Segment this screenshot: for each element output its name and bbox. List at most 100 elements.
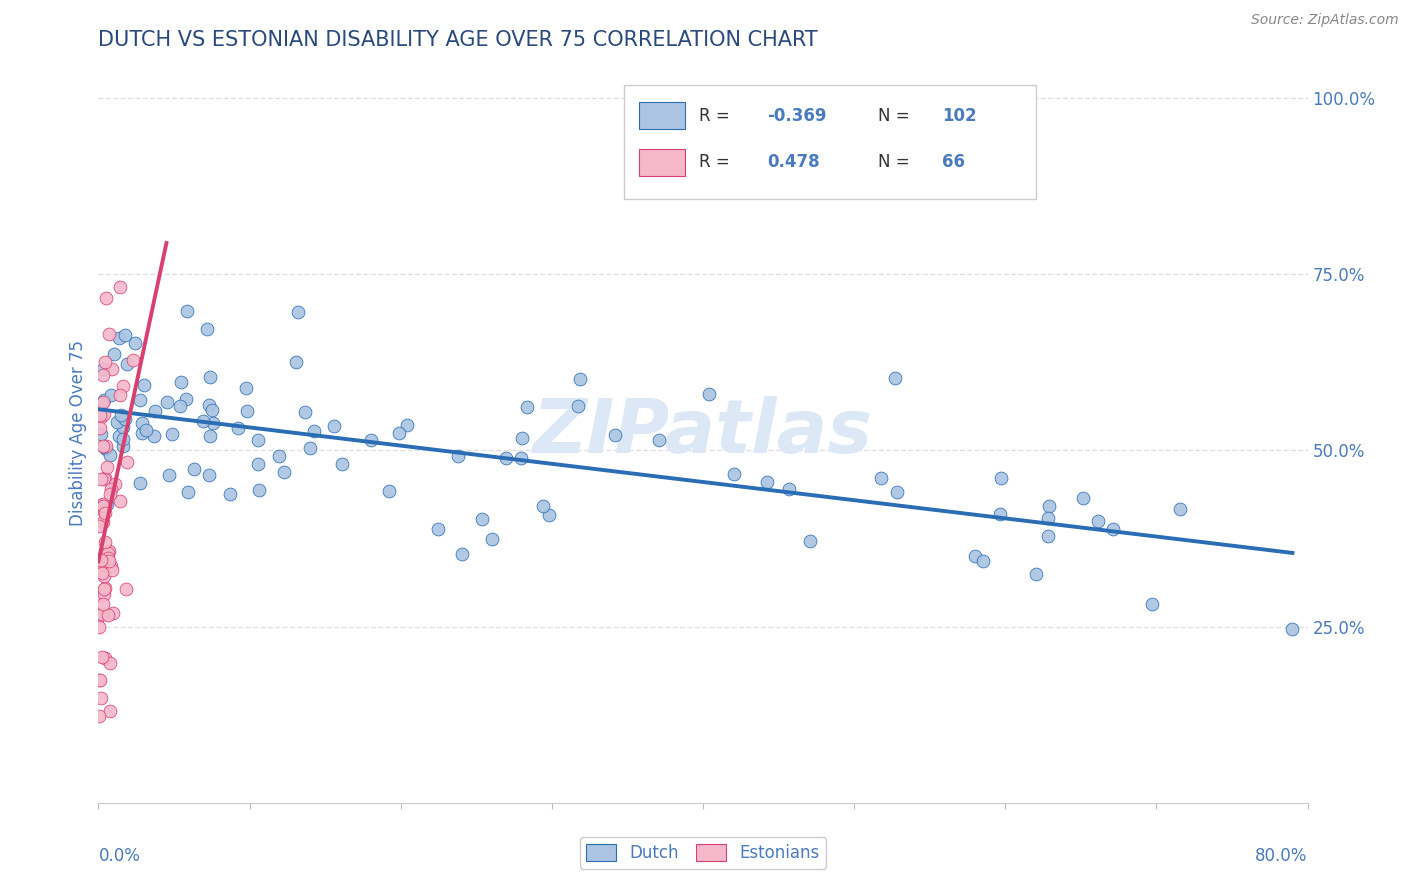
Point	[197, 467, 219, 482]
Point	[105, 415, 128, 429]
Point	[100, 558, 122, 573]
Point	[100, 387, 122, 401]
Point	[510, 431, 533, 445]
Point	[990, 471, 1012, 485]
Point	[91, 395, 114, 409]
Point	[567, 399, 589, 413]
Point	[509, 451, 531, 466]
Point	[90, 553, 112, 567]
Point	[93, 407, 115, 421]
Point	[90, 427, 112, 442]
Point	[191, 414, 214, 428]
Point	[176, 304, 198, 318]
Point	[169, 399, 191, 413]
Point	[1038, 500, 1060, 514]
Point	[388, 425, 411, 440]
Point	[236, 404, 259, 418]
Point	[90, 410, 112, 425]
Point	[117, 357, 139, 371]
Point	[200, 403, 222, 417]
Point	[886, 484, 908, 499]
Point	[1087, 515, 1109, 529]
Text: -0.369: -0.369	[768, 107, 827, 125]
Text: 0.0%: 0.0%	[98, 847, 141, 865]
Point	[91, 607, 114, 621]
Text: ZIPatlas: ZIPatlas	[533, 396, 873, 469]
Point	[218, 487, 240, 501]
Point	[91, 362, 114, 376]
Point	[569, 372, 592, 386]
Point	[91, 497, 114, 511]
Point	[93, 581, 115, 595]
Point	[1073, 491, 1095, 505]
Point	[90, 499, 112, 513]
Point	[108, 388, 131, 402]
Bar	[638, 103, 685, 129]
Text: N =: N =	[879, 107, 910, 125]
Point	[97, 326, 120, 341]
FancyBboxPatch shape	[624, 85, 1035, 200]
Point	[96, 459, 118, 474]
Point	[91, 499, 114, 513]
Point	[94, 506, 117, 520]
Point	[90, 690, 112, 705]
Point	[93, 504, 115, 518]
Point	[91, 516, 114, 530]
Point	[135, 423, 157, 437]
Point	[235, 381, 257, 395]
Point	[93, 440, 115, 454]
Point	[177, 484, 200, 499]
Point	[287, 305, 309, 319]
Point	[198, 428, 221, 442]
Point	[93, 582, 115, 597]
Point	[89, 673, 111, 687]
Point	[451, 547, 474, 561]
Point	[129, 393, 152, 408]
Point	[972, 554, 994, 568]
Point	[108, 331, 131, 345]
Point	[103, 346, 125, 360]
Point	[93, 568, 115, 582]
Point	[94, 558, 117, 572]
Point	[89, 620, 111, 634]
Point	[531, 500, 554, 514]
Point	[98, 486, 121, 500]
Point	[89, 421, 111, 435]
Text: 0.478: 0.478	[768, 153, 820, 171]
Point	[755, 475, 778, 489]
Text: N =: N =	[879, 153, 910, 171]
Point	[124, 336, 146, 351]
Text: DUTCH VS ESTONIAN DISABILITY AGE OVER 75 CORRELATION CHART: DUTCH VS ESTONIAN DISABILITY AGE OVER 75…	[98, 29, 818, 50]
Point	[90, 650, 112, 665]
Point	[93, 471, 115, 485]
Point	[884, 371, 907, 385]
Point	[515, 400, 537, 414]
Point	[94, 534, 117, 549]
Point	[395, 417, 418, 432]
Point	[94, 291, 117, 305]
Point	[112, 432, 135, 446]
Point	[115, 455, 138, 469]
Point	[97, 546, 120, 560]
Text: 66: 66	[942, 153, 966, 171]
Point	[1025, 567, 1047, 582]
Point	[90, 472, 112, 486]
Point	[603, 428, 626, 442]
Point	[322, 418, 344, 433]
Point	[143, 404, 166, 418]
Point	[1142, 598, 1164, 612]
Point	[96, 497, 118, 511]
Point	[990, 508, 1012, 522]
Point	[90, 551, 112, 566]
Point	[131, 425, 153, 440]
Point	[1102, 522, 1125, 536]
Point	[89, 519, 111, 533]
Point	[778, 482, 800, 496]
Point	[108, 429, 131, 443]
Point	[97, 607, 120, 622]
Point	[93, 651, 115, 665]
Point	[90, 566, 112, 581]
Point	[114, 412, 136, 426]
Point	[160, 427, 183, 442]
Point	[89, 708, 111, 723]
